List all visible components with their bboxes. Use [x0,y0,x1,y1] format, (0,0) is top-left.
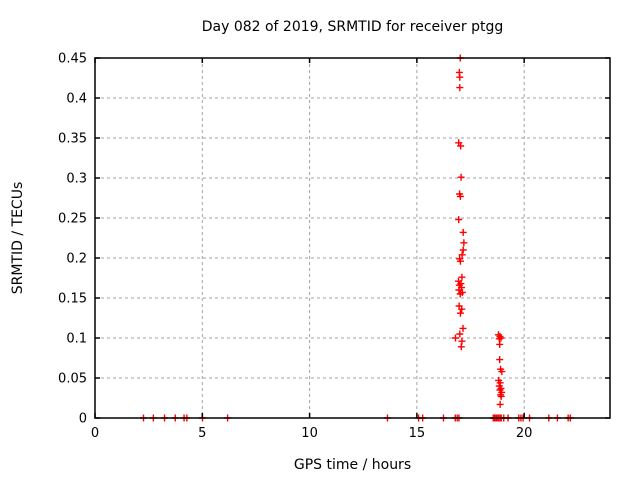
y-tick-label: 0.45 [58,52,87,67]
data-point [459,324,467,332]
y-tick-label: 0.3 [66,172,87,187]
data-point [496,356,504,364]
y-tick-label: 0.4 [66,92,87,107]
data-point [455,216,463,224]
data-point [456,330,464,338]
data-point [496,400,504,408]
y-tick-label: 0 [79,412,87,427]
data-point [456,84,464,92]
data-point [456,192,464,200]
x-tick-label: 5 [198,426,206,441]
y-tick-label: 0.2 [66,252,87,267]
y-tick-label: 0.25 [58,212,87,227]
data-point [459,246,467,254]
data-point [457,142,465,150]
data-point [458,305,466,313]
y-tick-label: 0.15 [58,292,87,307]
data-point [458,251,466,259]
plot-border [94,57,611,419]
x-tick-label: 20 [516,426,533,441]
data-point [460,239,468,247]
data-point [498,368,506,376]
y-tick-label: 0.1 [66,332,87,347]
x-tick-label: 0 [91,426,99,441]
y-tick-label: 0.35 [58,132,87,147]
data-point [457,173,465,181]
data-point [456,290,464,298]
data-point [458,273,466,281]
x-tick-label: 15 [409,426,426,441]
chart-title: Day 082 of 2019, SRMTID for receiver ptg… [201,19,504,35]
data-point [456,73,464,81]
data-point [497,392,505,400]
data-point [459,228,467,236]
data-point [456,309,464,317]
x-axis-label: GPS time / hours [293,457,412,473]
data-point [457,343,465,351]
data-point [456,257,464,265]
data-point [496,340,504,348]
data-point [452,334,459,342]
y-tick-label: 0.05 [58,372,87,387]
data-point [496,379,504,387]
x-tick-label: 10 [301,426,318,441]
